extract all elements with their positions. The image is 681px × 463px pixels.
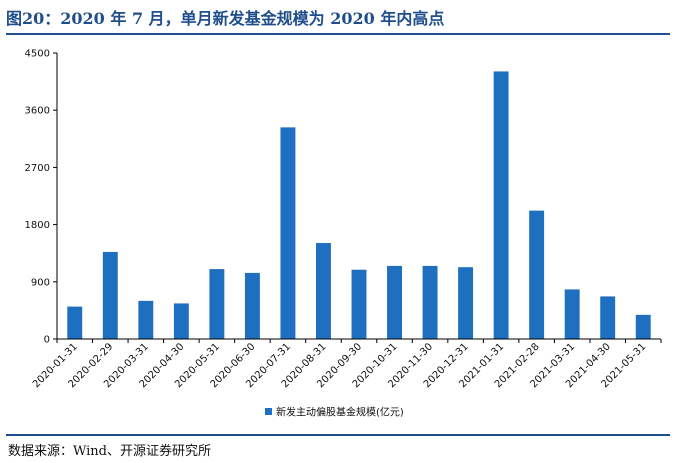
bar [316,243,331,339]
data-source: 数据来源：Wind、开源证券研究所 [8,444,211,459]
y-axis: 0 900 1800 2700 3600 4500 [25,49,58,346]
y-tick-label: 2700 [25,163,50,174]
legend: 新发主动偏股基金规模(亿元) [265,406,404,419]
title-rule [6,33,670,35]
figure-title: 图20：2020 年 7 月，单月新发基金规模为 2020 年内高点 [6,9,445,28]
bar [529,210,545,339]
bar [138,300,154,339]
bar [387,265,402,339]
bar [280,127,296,339]
y-tick-label: 0 [44,335,50,346]
bar [67,306,83,339]
bar [173,303,189,339]
bar [102,251,118,339]
legend-label: 新发主动偏股基金规模(亿元) [276,406,404,419]
bars-group [67,71,651,339]
legend-swatch [265,408,272,415]
bar [635,314,651,339]
x-axis: 2020-01-312020-02-292020-03-312020-04-30… [31,338,662,390]
bar [564,289,580,339]
bar [422,265,438,339]
y-tick-label: 900 [31,277,50,288]
bar [351,269,367,339]
bar [600,296,616,339]
y-tick-label: 3600 [25,106,50,117]
source-rule [6,434,670,436]
y-tick-label: 1800 [25,220,50,231]
bar [458,267,474,339]
y-tick-label: 4500 [25,49,50,60]
bar [209,269,225,339]
bar [493,71,509,339]
bar [244,272,260,339]
